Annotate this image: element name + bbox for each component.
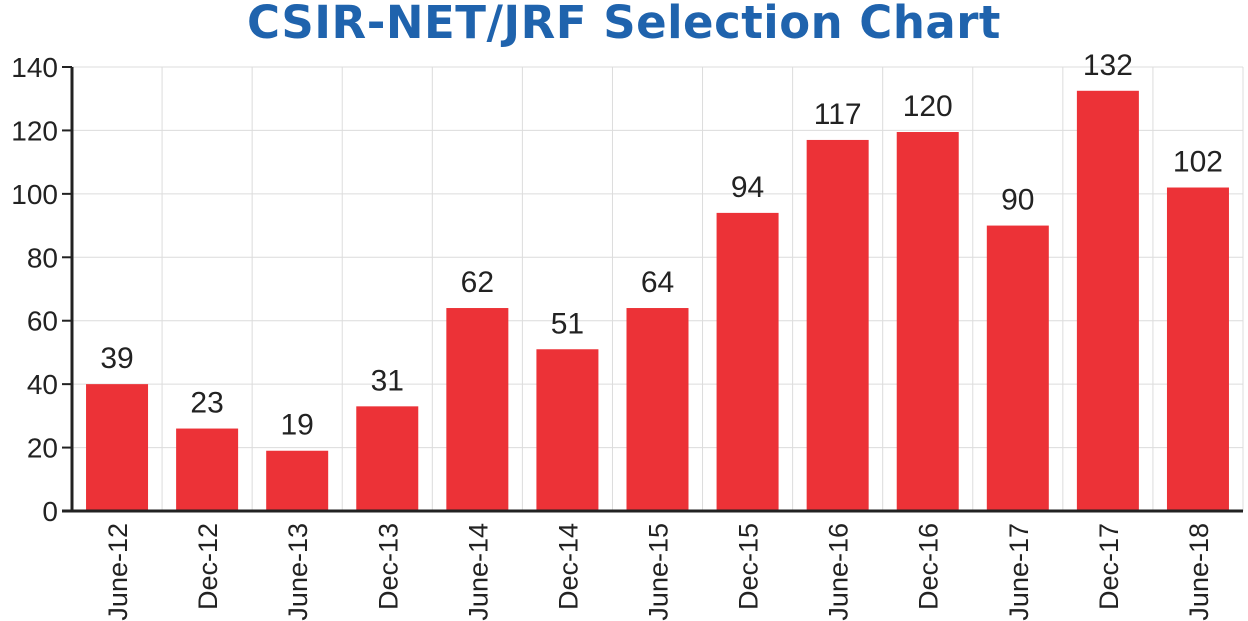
data-label: 62 — [461, 266, 494, 299]
data-label: 102 — [1173, 146, 1223, 179]
bar — [986, 225, 1049, 512]
data-label: 132 — [1083, 49, 1133, 82]
x-tick-label: Dec-17 — [1094, 523, 1124, 610]
bar — [86, 384, 149, 511]
bar — [626, 308, 689, 511]
data-label: 31 — [371, 364, 404, 397]
data-label: 51 — [551, 307, 584, 340]
y-tick-label: 40 — [27, 369, 58, 400]
x-tick-label: June-13 — [283, 523, 313, 621]
data-label: 19 — [281, 409, 314, 442]
bar — [1166, 187, 1229, 511]
bar — [716, 212, 779, 511]
x-tick-label: June-14 — [463, 523, 493, 621]
x-tick-label: Dec-13 — [373, 523, 403, 610]
x-tick-label: June-17 — [1004, 523, 1034, 621]
y-tick-label: 80 — [27, 242, 58, 273]
x-tick-label: June-12 — [103, 523, 133, 621]
data-label: 117 — [814, 98, 862, 131]
data-labels: 39 23 19 31 62 51 64 94 117 120 90 132 102 — [100, 49, 1223, 442]
chart-title: CSIR-NET/JRF Selection Chart — [247, 0, 1001, 49]
bar — [536, 349, 599, 511]
bar — [446, 308, 509, 511]
y-tick-label: 120 — [11, 115, 58, 146]
axes — [62, 66, 1243, 513]
data-label: 90 — [1001, 184, 1034, 217]
x-tick-label: June-16 — [824, 523, 854, 621]
data-label: 94 — [731, 171, 764, 204]
y-tick-label: 20 — [27, 433, 58, 464]
bar — [176, 428, 239, 511]
bar — [806, 139, 869, 511]
x-tick-label: Dec-15 — [734, 523, 764, 610]
x-tick-labels: June-12 Dec-12 June-13 Dec-13 June-14 Dec-14 J… — [103, 523, 1214, 621]
x-tick-label: June-18 — [1184, 523, 1214, 621]
y-tick-label: 60 — [27, 306, 58, 337]
data-label: 64 — [641, 266, 674, 299]
x-tick-label: June-15 — [644, 523, 674, 621]
x-tick-label: Dec-16 — [914, 523, 944, 610]
x-tick-label: Dec-12 — [193, 523, 223, 610]
bar — [896, 132, 959, 511]
y-tick-label: 0 — [42, 496, 58, 527]
data-label: 39 — [100, 342, 133, 375]
y-tick-label: 100 — [11, 179, 58, 210]
y-tick-labels: 0 20 40 60 80 100 120 140 — [11, 52, 58, 527]
data-label: 23 — [190, 387, 223, 420]
data-label: 120 — [903, 90, 953, 123]
bars — [86, 90, 1229, 512]
bar — [266, 450, 329, 511]
y-tick-label: 140 — [11, 52, 58, 83]
bar — [356, 406, 419, 511]
bar — [1076, 90, 1139, 512]
x-tick-label: Dec-14 — [553, 523, 583, 610]
